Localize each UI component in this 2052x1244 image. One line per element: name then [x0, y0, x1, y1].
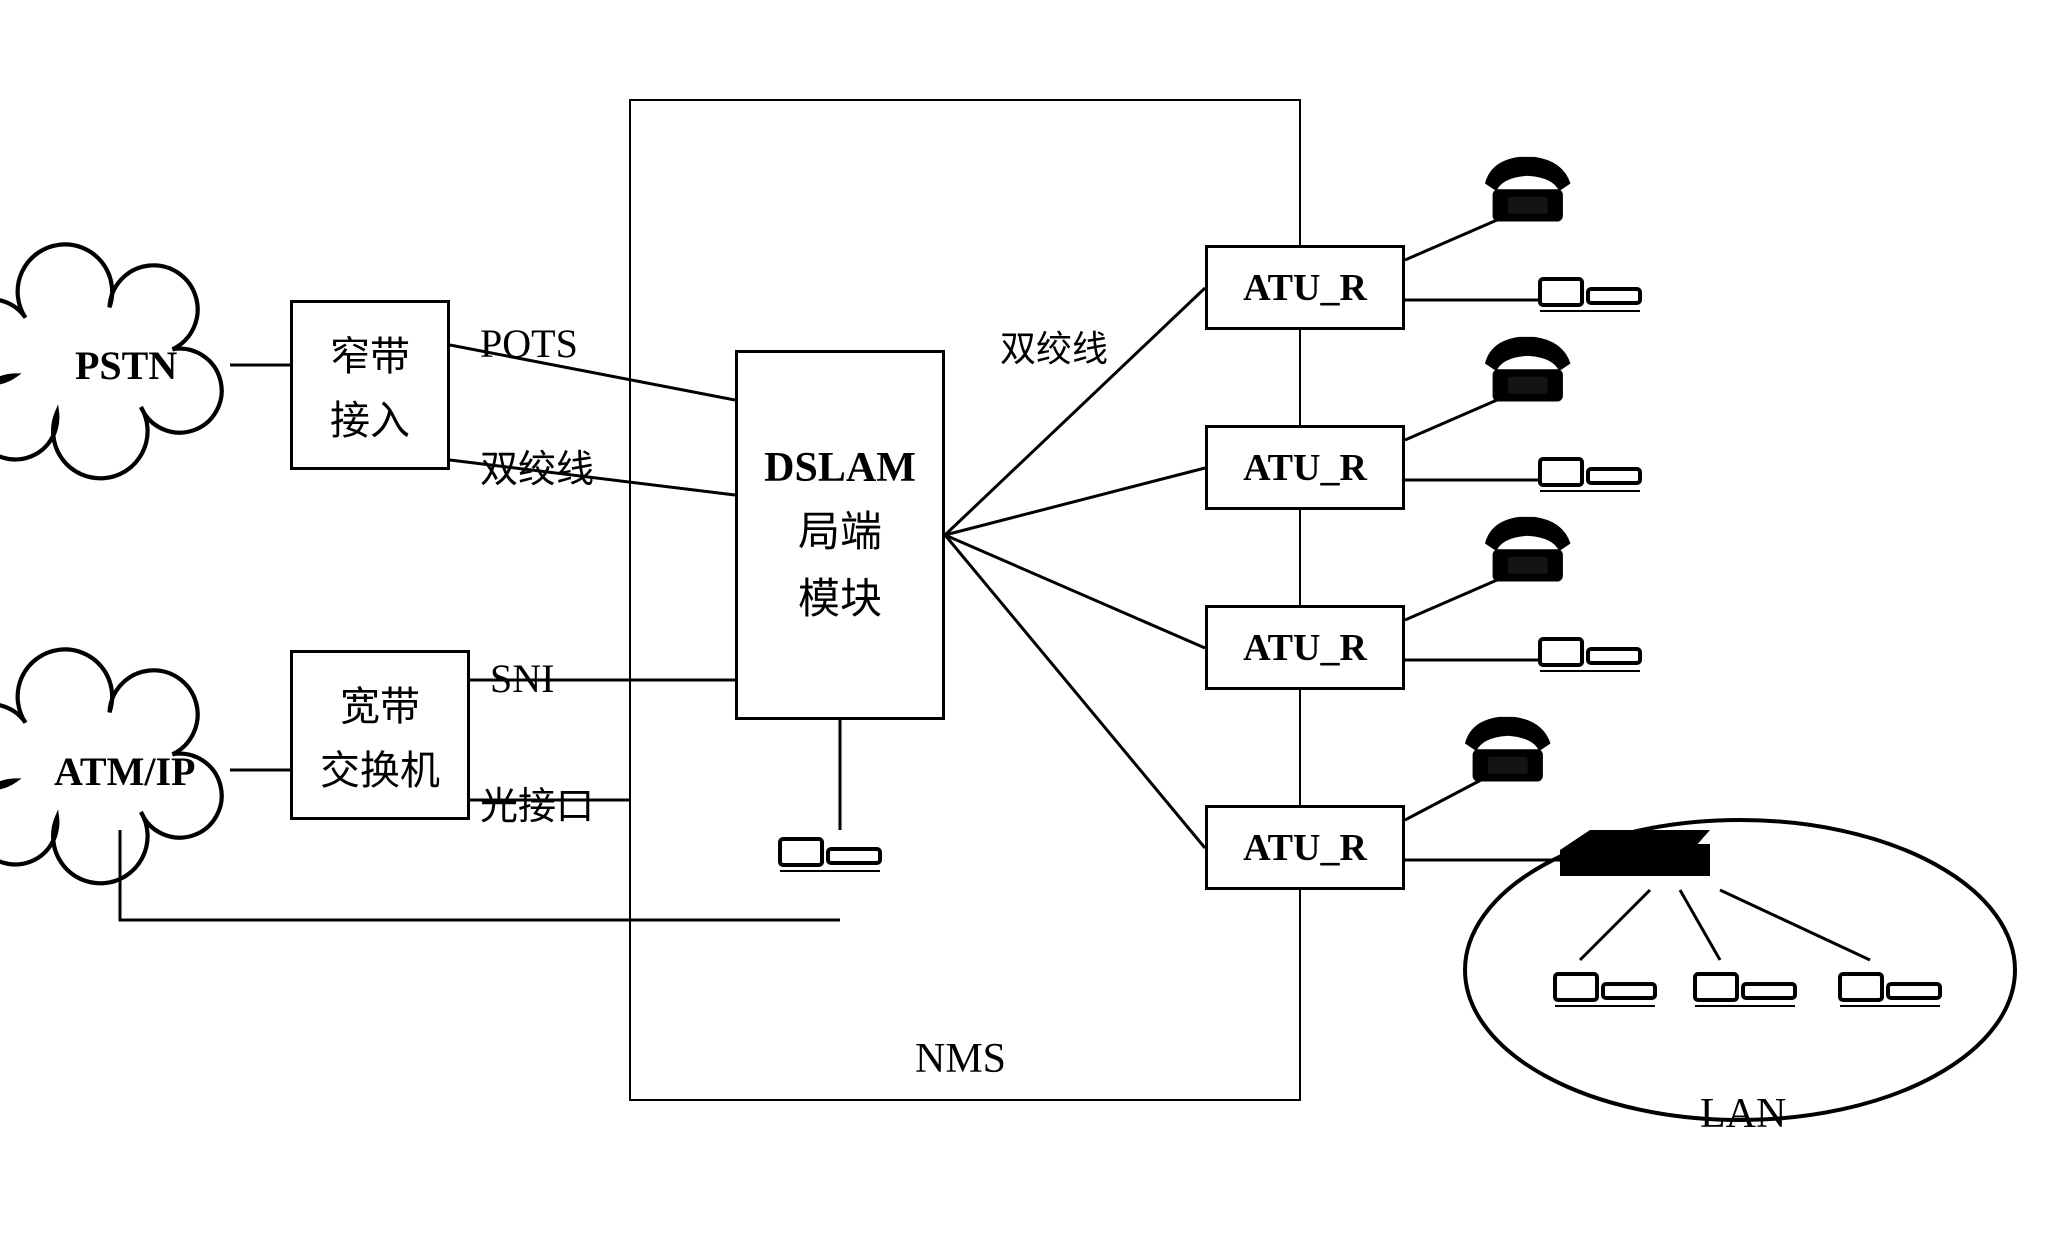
connector-router-pc-a: [1580, 890, 1650, 960]
pc-icon-2: [1540, 459, 1640, 491]
pc-icon-7: [1840, 974, 1940, 1006]
twisted-pair-right-label: 双绞线: [1000, 320, 1108, 372]
atu-r-2-label: ATU_R: [1243, 446, 1367, 490]
phone-icon-3: [1485, 517, 1571, 582]
atu-r-4-box: ATU_R: [1205, 805, 1405, 890]
dslam-line1: DSLAM: [764, 444, 916, 492]
broadband-line2: 交换机: [320, 738, 440, 796]
atu-r-3-box: ATU_R: [1205, 605, 1405, 690]
atu-r-1-label: ATU_R: [1243, 266, 1367, 310]
pc-icon-4: [780, 839, 880, 871]
pc-icon-3: [1540, 639, 1640, 671]
dslam-line3: 模块: [798, 565, 882, 626]
connector-atur1-phone1a: [1405, 210, 1520, 260]
phone-icon-4: [1465, 717, 1551, 782]
nms-label: NMS: [915, 1035, 1006, 1083]
pc-icon-5: [1555, 974, 1655, 1006]
dslam-line2: 局端: [798, 498, 882, 559]
connector-dslam-atur3: [945, 535, 1205, 648]
connector-atur2-phone2: [1405, 390, 1520, 440]
pc-icon-1: [1540, 279, 1640, 311]
narrowband-access-box: 窄带 接入: [290, 300, 450, 470]
optical-interface-label: 光接口: [480, 775, 594, 830]
phone-icon-2: [1485, 337, 1571, 402]
broadband-line1: 宽带: [340, 674, 420, 732]
lan-ellipse: [1465, 820, 2015, 1120]
pc-icon-6: [1695, 974, 1795, 1006]
atu-r-3-label: ATU_R: [1243, 626, 1367, 670]
connector-atur4-phone4: [1405, 770, 1500, 820]
atu-r-4-label: ATU_R: [1243, 826, 1367, 870]
connector-router-pc-c: [1720, 890, 1870, 960]
twisted-pair-left-label: 双绞线: [480, 438, 594, 493]
atu-r-2-box: ATU_R: [1205, 425, 1405, 510]
pots-label: POTS: [480, 320, 578, 367]
connector-atur3-phone3: [1405, 570, 1520, 620]
sni-label: SNI: [490, 655, 554, 702]
narrowband-line2: 接入: [330, 388, 410, 446]
connector-atmip-long: [120, 830, 840, 920]
nms-frame: [630, 100, 1300, 1100]
connector-dslam-atur4: [945, 535, 1205, 848]
atu-r-1-box: ATU_R: [1205, 245, 1405, 330]
atmip-cloud-label: ATM/IP: [54, 748, 195, 795]
lan-label: LAN: [1700, 1090, 1786, 1138]
broadband-switch-box: 宽带 交换机: [290, 650, 470, 820]
phone-icon-1: [1485, 157, 1571, 222]
pstn-cloud-label: PSTN: [75, 342, 177, 389]
router-icon: [1560, 830, 1710, 876]
diagram-canvas: [0, 0, 2052, 1244]
connector-dslam-atur2: [945, 468, 1205, 535]
narrowband-line1: 窄带: [330, 324, 410, 382]
dslam-box: DSLAM 局端 模块: [735, 350, 945, 720]
connector-router-pc-b: [1680, 890, 1720, 960]
